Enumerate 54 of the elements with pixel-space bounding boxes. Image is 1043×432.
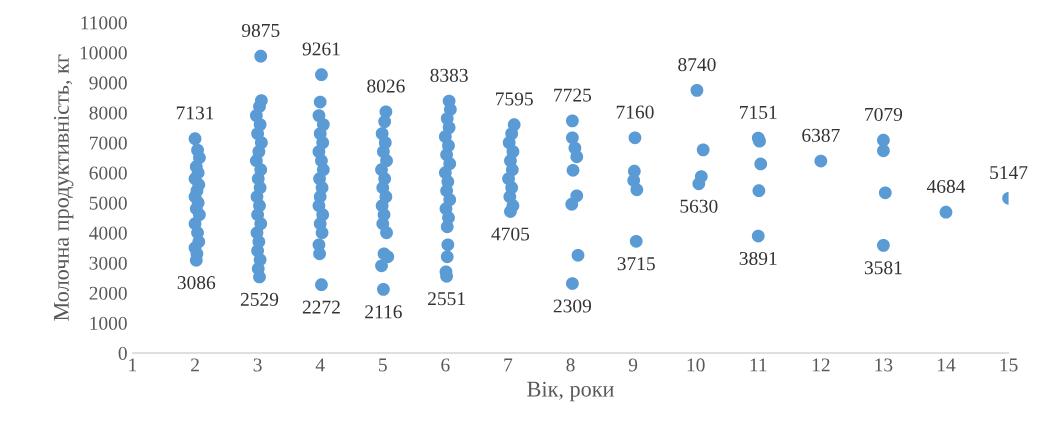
x-tick-label: 5 (379, 358, 387, 372)
data-label: 9875 (241, 23, 280, 38)
y-tick-label: 4000 (89, 226, 127, 240)
data-label: 3581 (864, 261, 902, 275)
x-tick-label: 12 (812, 358, 830, 372)
data-label: 8740 (678, 58, 716, 72)
y-tick-label: 5000 (89, 196, 127, 210)
data-label: 3715 (617, 257, 655, 271)
x-axis-title: Вік, роки (527, 381, 614, 402)
x-tick-label: 3 (253, 358, 262, 372)
data-label: 5630 (680, 199, 718, 213)
data-label: 9261 (302, 42, 340, 56)
x-tick-label: 10 (687, 358, 705, 372)
data-label: 7160 (616, 105, 654, 119)
data-label: 8026 (367, 79, 405, 93)
x-tick-label: 13 (875, 358, 893, 372)
data-label: 7725 (554, 88, 592, 102)
data-label: 2551 (428, 292, 465, 306)
data-label: 3086 (177, 276, 216, 290)
y-tick-label: 10000 (80, 46, 127, 60)
y-tick-label: 3000 (89, 256, 127, 270)
x-tick-label: 8 (566, 358, 575, 372)
data-label: 2529 (240, 292, 279, 306)
x-tick-label: 7 (504, 358, 513, 372)
y-axis-title: Молочна продуктивність, кг (53, 54, 74, 321)
x-tick-label: 6 (441, 358, 450, 372)
data-label: 8383 (430, 68, 468, 82)
y-tick-label: 0 (118, 346, 127, 360)
x-tick-label: 1 (129, 358, 137, 372)
x-tick-label: 14 (937, 358, 956, 372)
x-tick-label: 11 (750, 358, 767, 372)
x-tick-label: 15 (1000, 358, 1018, 372)
x-tick-label: 9 (628, 358, 638, 372)
data-label: 6387 (802, 128, 840, 142)
data-label: 4684 (926, 179, 966, 193)
y-tick-label: 6000 (89, 166, 127, 180)
data-label: 2272 (302, 300, 340, 314)
y-tick-label: 11000 (81, 16, 127, 30)
data-label: 2116 (365, 305, 402, 319)
data-label: 5147 (990, 166, 1028, 180)
x-tick-label: 2 (191, 358, 199, 372)
y-tick-label: 8000 (89, 106, 127, 120)
data-label: 3891 (739, 251, 777, 266)
y-tick-label: 2000 (89, 286, 127, 300)
data-label: 4705 (491, 227, 530, 241)
data-label: 2309 (553, 299, 592, 313)
y-tick-label: 1000 (90, 316, 127, 330)
data-label: 7131 (176, 106, 214, 120)
data-label: 7595 (496, 92, 533, 106)
y-tick-label: 7000 (89, 136, 127, 150)
y-tick-label: 9000 (89, 76, 127, 90)
data-label: 7079 (865, 107, 903, 122)
x-tick-label: 4 (315, 358, 325, 372)
data-label: 7151 (740, 105, 777, 119)
